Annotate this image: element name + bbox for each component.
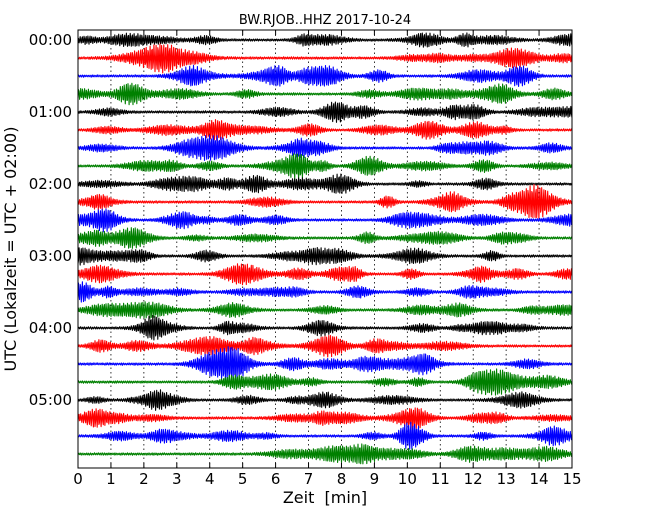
trace-0530 [77, 421, 573, 450]
trace-0330 [77, 281, 572, 303]
y-axis-ticks: 00:00 01:00 02:00 03:00 04:00 05:00 [29, 31, 572, 409]
x-tick-label: 0 [73, 470, 83, 488]
x-tick-label: 7 [304, 470, 314, 488]
y-tick-label: 04:00 [29, 319, 72, 337]
trace-0545 [77, 443, 573, 465]
trace-0345 [77, 301, 573, 319]
trace-0200 [77, 173, 573, 194]
y-tick-label: 03:00 [29, 247, 72, 265]
trace-0445 [77, 368, 573, 396]
trace-0145 [77, 153, 573, 180]
chart-title: BW.RJOB..HHZ 2017-10-24 [239, 13, 411, 28]
y-tick-label: 00:00 [29, 31, 72, 49]
x-tick-label: 6 [271, 470, 281, 488]
x-tick-label: 13 [497, 470, 516, 488]
trace-0500 [77, 389, 573, 411]
trace-0230 [77, 208, 573, 233]
x-axis-ticks: 0 1 2 3 4 5 6 7 8 9 10 11 12 13 14 15 [73, 30, 582, 488]
trace-0015 [77, 43, 573, 74]
trace-0115 [77, 119, 573, 141]
trace-0430 [77, 346, 573, 383]
trace-0245 [77, 227, 573, 249]
x-tick-label: 1 [106, 470, 116, 488]
trace-0130 [77, 134, 573, 161]
y-axis-label: UTC (Lokalzeit = UTC + 02:00) [1, 127, 20, 372]
trace-0415 [77, 335, 573, 358]
y-tick-label: 02:00 [29, 175, 72, 193]
y-tick-label: 05:00 [29, 391, 72, 409]
trace-0400 [77, 314, 573, 341]
trace-0515 [77, 407, 573, 430]
trace-0215 [77, 184, 573, 220]
x-tick-label: 10 [398, 470, 417, 488]
trace-0300 [77, 247, 573, 266]
trace-lines [77, 32, 573, 465]
x-tick-label: 2 [139, 470, 149, 488]
plot-frame [77, 29, 573, 469]
x-tick-label: 11 [431, 470, 450, 488]
trace-0030 [77, 64, 573, 88]
trace-0100 [77, 101, 573, 123]
x-tick-label: 14 [530, 470, 549, 488]
x-tick-label: 12 [464, 470, 483, 488]
x-tick-label: 3 [172, 470, 182, 488]
x-tick-label: 5 [238, 470, 248, 488]
x-tick-label: 9 [370, 470, 380, 488]
y-tick-label: 01:00 [29, 103, 72, 121]
x-tick-label: 4 [205, 470, 215, 488]
trace-0045 [77, 82, 573, 106]
x-tick-label: 15 [562, 470, 581, 488]
x-axis-label: Zeit [min] [283, 488, 367, 507]
trace-0000 [77, 32, 573, 48]
trace-0315 [77, 263, 573, 286]
x-tick-label: 8 [337, 470, 347, 488]
